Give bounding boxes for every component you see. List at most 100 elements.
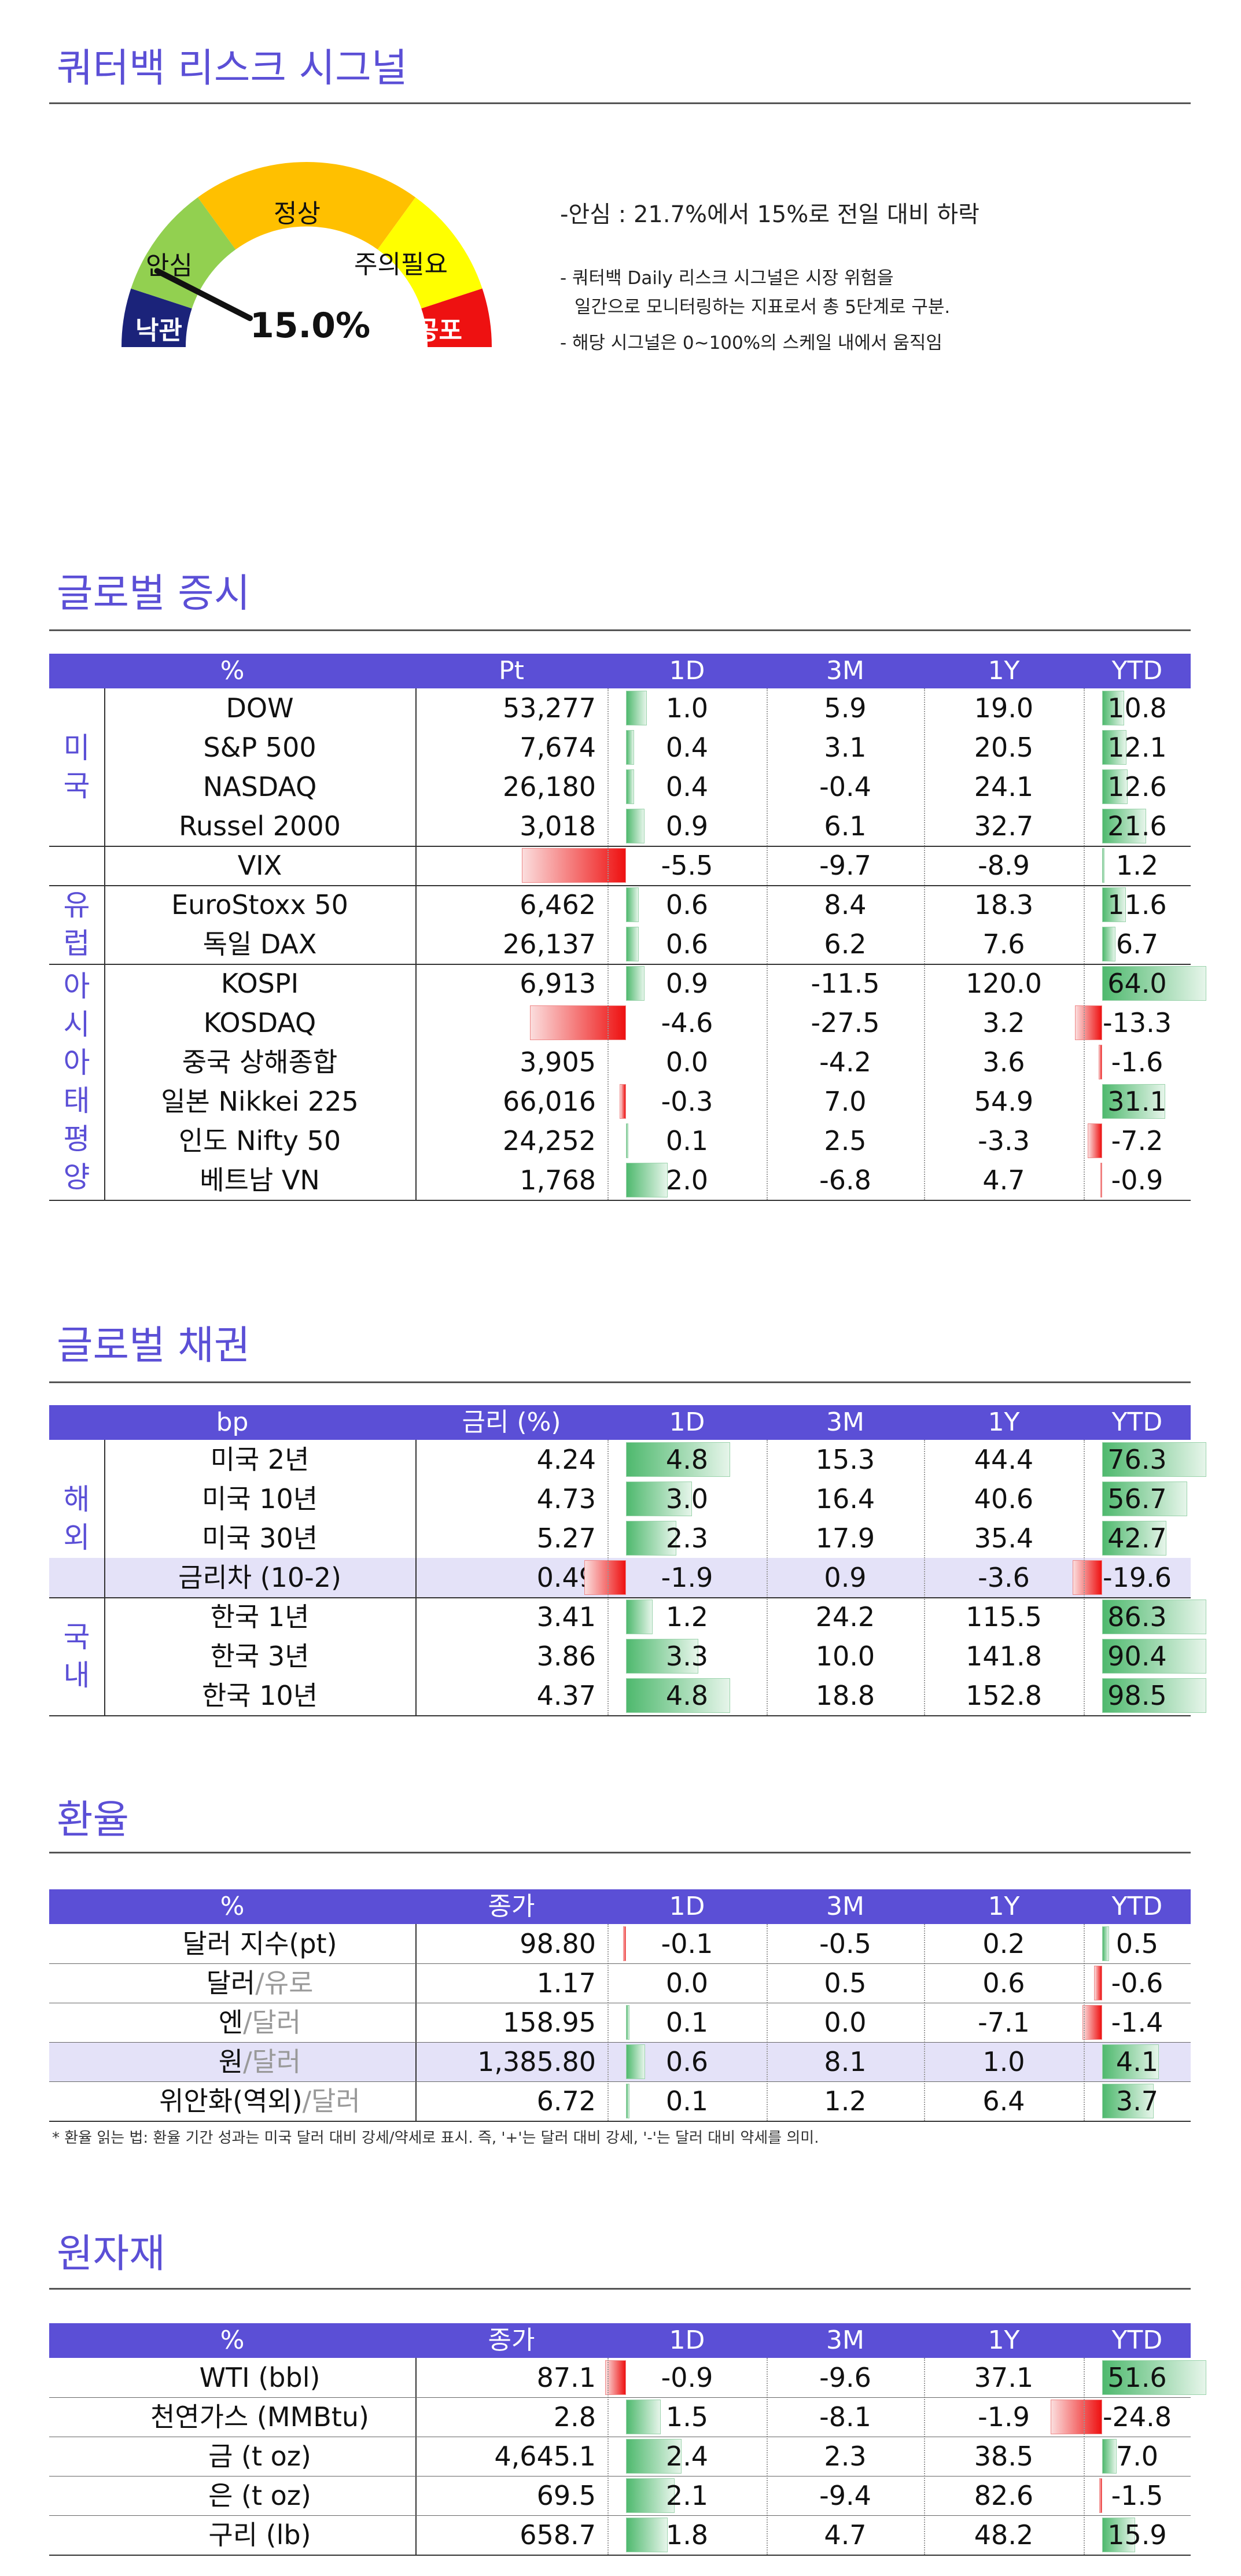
table-row: 미국 10년 4.73 3.0 16.4 40.6 56.7 xyxy=(49,1479,1191,1519)
value-bar xyxy=(626,2044,645,2079)
row-d1: -0.9 xyxy=(661,2362,713,2393)
row-name: WTI (bbl) xyxy=(199,2362,321,2393)
row-m3: 18.8 xyxy=(815,1680,875,1711)
group-label-char: 아 xyxy=(63,1046,90,1079)
column-divider xyxy=(607,1924,609,2121)
fx-separator: / xyxy=(255,1967,264,1999)
row-name: 금 (t oz) xyxy=(208,2441,311,2472)
row-ytd: 15.9 xyxy=(1107,2519,1167,2551)
row-y1: 54.9 xyxy=(974,1086,1034,1117)
table-row: 일본 Nikkei 225 66,016 -0.3 7.0 54.9 31.1 xyxy=(49,1082,1191,1121)
row-d1: 1.5 xyxy=(665,2401,709,2433)
row-d1: 2.3 xyxy=(665,1523,709,1554)
row-ytd: 12.1 xyxy=(1107,732,1167,763)
row-y1: 1.0 xyxy=(982,2046,1025,2077)
value-bar xyxy=(1099,2478,1102,2513)
row-d1: -0.1 xyxy=(661,1928,713,1959)
column-header: 종가 xyxy=(488,2326,535,2355)
section-divider xyxy=(49,629,1191,631)
column-header: YTD xyxy=(1111,1407,1163,1437)
row-ytd: 76.3 xyxy=(1107,1444,1167,1475)
row-level: 0.49 xyxy=(536,1562,596,1593)
column-divider xyxy=(924,688,925,1200)
row-name: 엔/달러 xyxy=(104,2003,415,2042)
column-divider xyxy=(767,2358,768,2555)
row-m3: 10.0 xyxy=(815,1641,875,1672)
row-y1: 44.4 xyxy=(974,1444,1034,1475)
row-m3: 8.4 xyxy=(824,889,867,920)
row-level: 4.73 xyxy=(536,1483,596,1514)
row-name: 베트남 VN xyxy=(200,1164,320,1196)
value-bar xyxy=(626,809,645,843)
row-d1: 0.9 xyxy=(665,810,709,842)
table-row: NASDAQ 26,180 0.4 -0.4 24.1 12.6 xyxy=(49,767,1191,806)
gauge-label-fear: 공포 xyxy=(415,316,462,345)
column-divider xyxy=(924,1924,925,2121)
gauge-segment-normal xyxy=(197,161,416,250)
group-label-char: 해 xyxy=(63,1483,90,1516)
row-d1: 0.1 xyxy=(665,1125,709,1156)
risk-gauge xyxy=(121,161,492,347)
value-bar xyxy=(1087,1123,1102,1158)
table-row: 베트남 VN 1,768 2.0 -6.8 4.7 -0.9 xyxy=(49,1160,1191,1200)
table-row: DOW 53,277 1.0 5.9 19.0 10.8 xyxy=(49,688,1191,728)
row-ytd: 7.0 xyxy=(1115,2441,1159,2472)
row-level: 4,645.1 xyxy=(494,2441,596,2472)
column-divider xyxy=(415,688,417,1200)
column-header: 1D xyxy=(669,1892,705,1921)
signal-note: - 해당 시그널은 0~100%의 스케일 내에서 움직임 xyxy=(560,333,942,353)
column-divider xyxy=(415,1924,417,2121)
table-row: 금 (t oz) 4,645.1 2.4 2.3 38.5 7.0 xyxy=(49,2437,1191,2476)
value-bar xyxy=(1093,1966,1102,2000)
row-ytd: -7.2 xyxy=(1111,1125,1163,1156)
table-row: 중국 상해종합 3,905 0.0 -4.2 3.6 -1.6 xyxy=(49,1042,1191,1082)
row-ytd: -19.6 xyxy=(1102,1562,1172,1593)
fx-separator: / xyxy=(243,2046,252,2077)
table-row: 달러/유로 1.17 0.0 0.5 0.6 -0.6 xyxy=(49,1963,1191,2003)
value-bar xyxy=(1102,2360,1206,2395)
value-bar xyxy=(626,769,635,804)
row-level: 3,905 xyxy=(520,1046,596,1078)
row-level: 4.24 xyxy=(536,1444,596,1475)
table-row: 구리 (lb) 658.7 1.8 4.7 48.2 15.9 xyxy=(49,2515,1191,2555)
table-row: 엔/달러 158.95 0.1 0.0 -7.1 -1.4 xyxy=(49,2003,1191,2042)
value-bar xyxy=(1075,1005,1102,1040)
row-m3: 4.7 xyxy=(824,2519,867,2551)
row-d1: 4.8 xyxy=(665,1680,709,1711)
signal-summary: -안심 : 21.7%에서 15%로 전일 대비 하락 xyxy=(560,201,979,228)
fx-footnote: * 환율 읽는 법: 환율 기간 성과는 미국 달러 대비 강세/약세로 표시.… xyxy=(52,2129,819,2147)
value-bar xyxy=(626,966,645,1001)
row-name: 일본 Nikkei 225 xyxy=(161,1086,359,1117)
row-d1: 1.2 xyxy=(665,1601,709,1632)
column-header: 1D xyxy=(669,1407,705,1437)
column-header: bp xyxy=(216,1407,249,1437)
table-header: % Pt 1D 3M 1Y YTD xyxy=(49,654,1191,688)
row-y1: 141.8 xyxy=(966,1641,1042,1672)
row-level: 66,016 xyxy=(503,1086,596,1117)
section-title-commodities: 원자재 xyxy=(57,2231,165,2277)
row-m3: 6.2 xyxy=(824,928,867,960)
column-divider xyxy=(1084,1924,1085,2121)
row-y1: 0.2 xyxy=(982,1928,1025,1959)
group-label-char: 태 xyxy=(63,1084,90,1118)
row-level: 658.7 xyxy=(520,2519,596,2551)
column-header: YTD xyxy=(1111,2326,1163,2355)
row-ytd: 6.7 xyxy=(1115,928,1159,960)
row-m3: 5.9 xyxy=(824,692,867,724)
row-ytd: -24.8 xyxy=(1102,2401,1172,2433)
row-m3: 3.1 xyxy=(824,732,867,763)
row-ytd: -1.4 xyxy=(1111,2007,1163,2038)
value-bar xyxy=(1102,848,1105,883)
value-bar xyxy=(530,1005,626,1040)
row-separator xyxy=(49,1963,1191,1964)
row-level: 7,674 xyxy=(520,732,596,763)
row-d1: 2.4 xyxy=(665,2441,709,2472)
value-bar xyxy=(626,2439,682,2474)
row-name: VIX xyxy=(237,850,282,881)
group-label-char: 내 xyxy=(63,1659,90,1692)
table-bottom-border xyxy=(49,2121,1191,2122)
row-group-label xyxy=(49,846,104,885)
value-bar xyxy=(1102,1084,1165,1119)
table-row: 달러 지수(pt) 98.80 -0.1 -0.5 0.2 0.5 xyxy=(49,1924,1191,1963)
